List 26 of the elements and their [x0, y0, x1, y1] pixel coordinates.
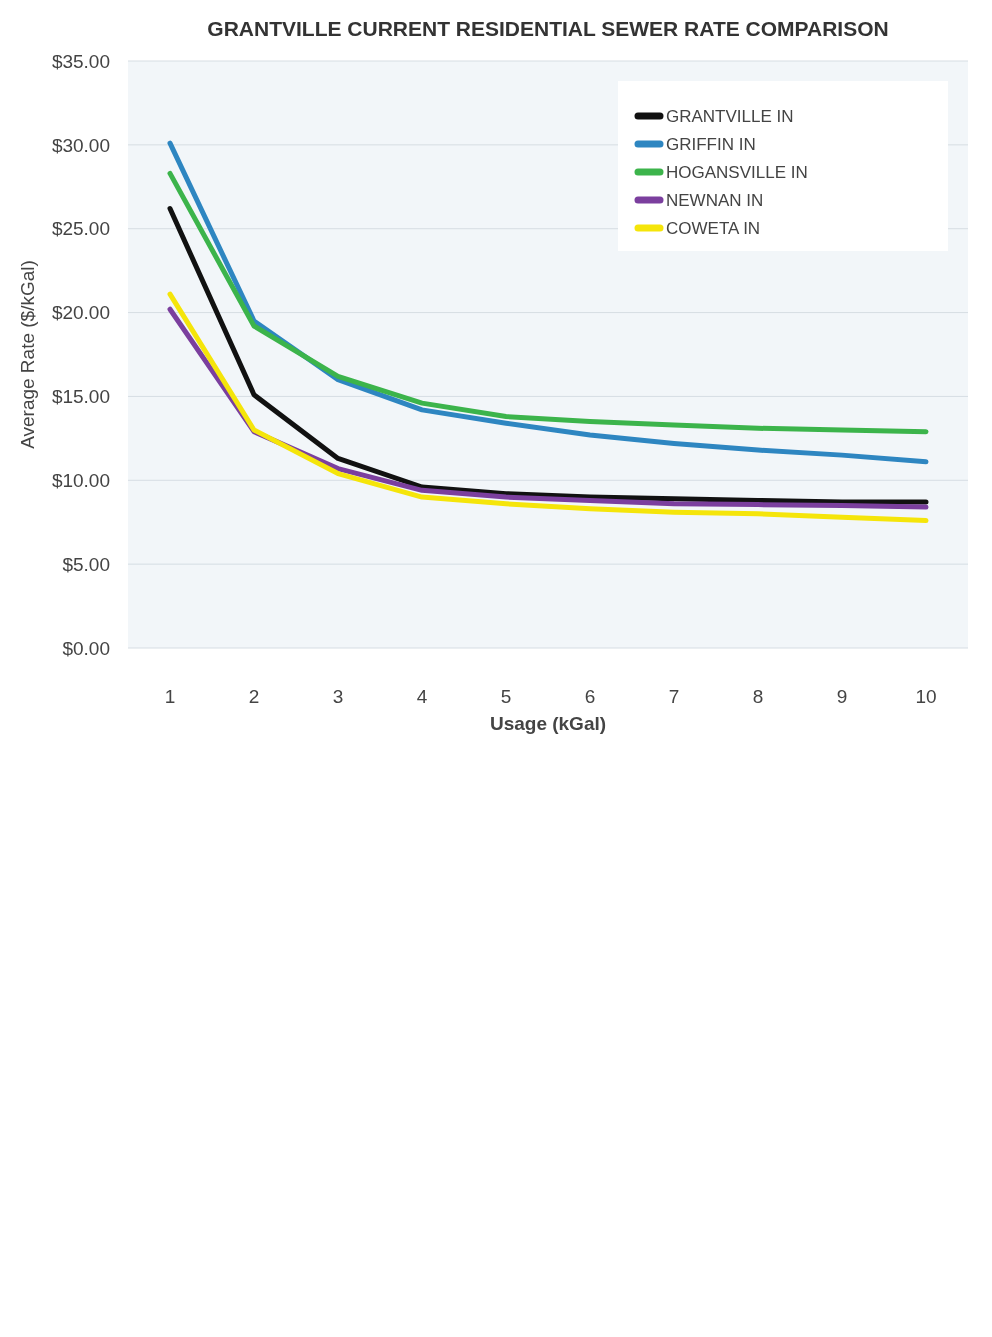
y-tick-label: $0.00 — [62, 637, 110, 659]
x-tick-label: 6 — [584, 686, 596, 707]
x-tick-label: 1 — [164, 686, 176, 707]
legend-label: GRIFFIN IN — [666, 134, 756, 154]
y-tick-label: $10.00 — [51, 469, 110, 491]
y-tick-label: $5.00 — [62, 553, 110, 575]
y-tick-label: $35.00 — [51, 50, 110, 72]
legend-label: NEWNAN IN — [666, 190, 764, 210]
legend-label: COWETA IN — [666, 218, 761, 238]
x-tick-label: 5 — [500, 686, 512, 707]
y-axis-title: Average Rate ($/kGal) — [17, 260, 38, 449]
x-tick-label: 7 — [668, 686, 680, 707]
y-tick-label: $15.00 — [51, 386, 110, 408]
x-axis-title: Usage (kGal) — [489, 713, 607, 734]
legend-label: GRANTVILLE IN — [666, 106, 794, 126]
x-tick-label: 10 — [915, 686, 937, 707]
x-tick-label: 3 — [332, 686, 344, 707]
x-tick-label: 8 — [752, 686, 764, 707]
x-tick-label: 2 — [248, 686, 260, 707]
legend-label: HOGANSVILLE IN — [666, 162, 808, 182]
chart-title: GRANTVILLE CURRENT RESIDENTIAL SEWER RATE COMPARISON — [207, 17, 889, 40]
y-tick-label: $30.00 — [51, 134, 110, 156]
x-tick-label: 4 — [416, 686, 428, 707]
y-tick-label: $20.00 — [51, 302, 110, 324]
x-tick-label: 9 — [836, 686, 848, 707]
y-tick-label: $25.00 — [51, 218, 110, 240]
